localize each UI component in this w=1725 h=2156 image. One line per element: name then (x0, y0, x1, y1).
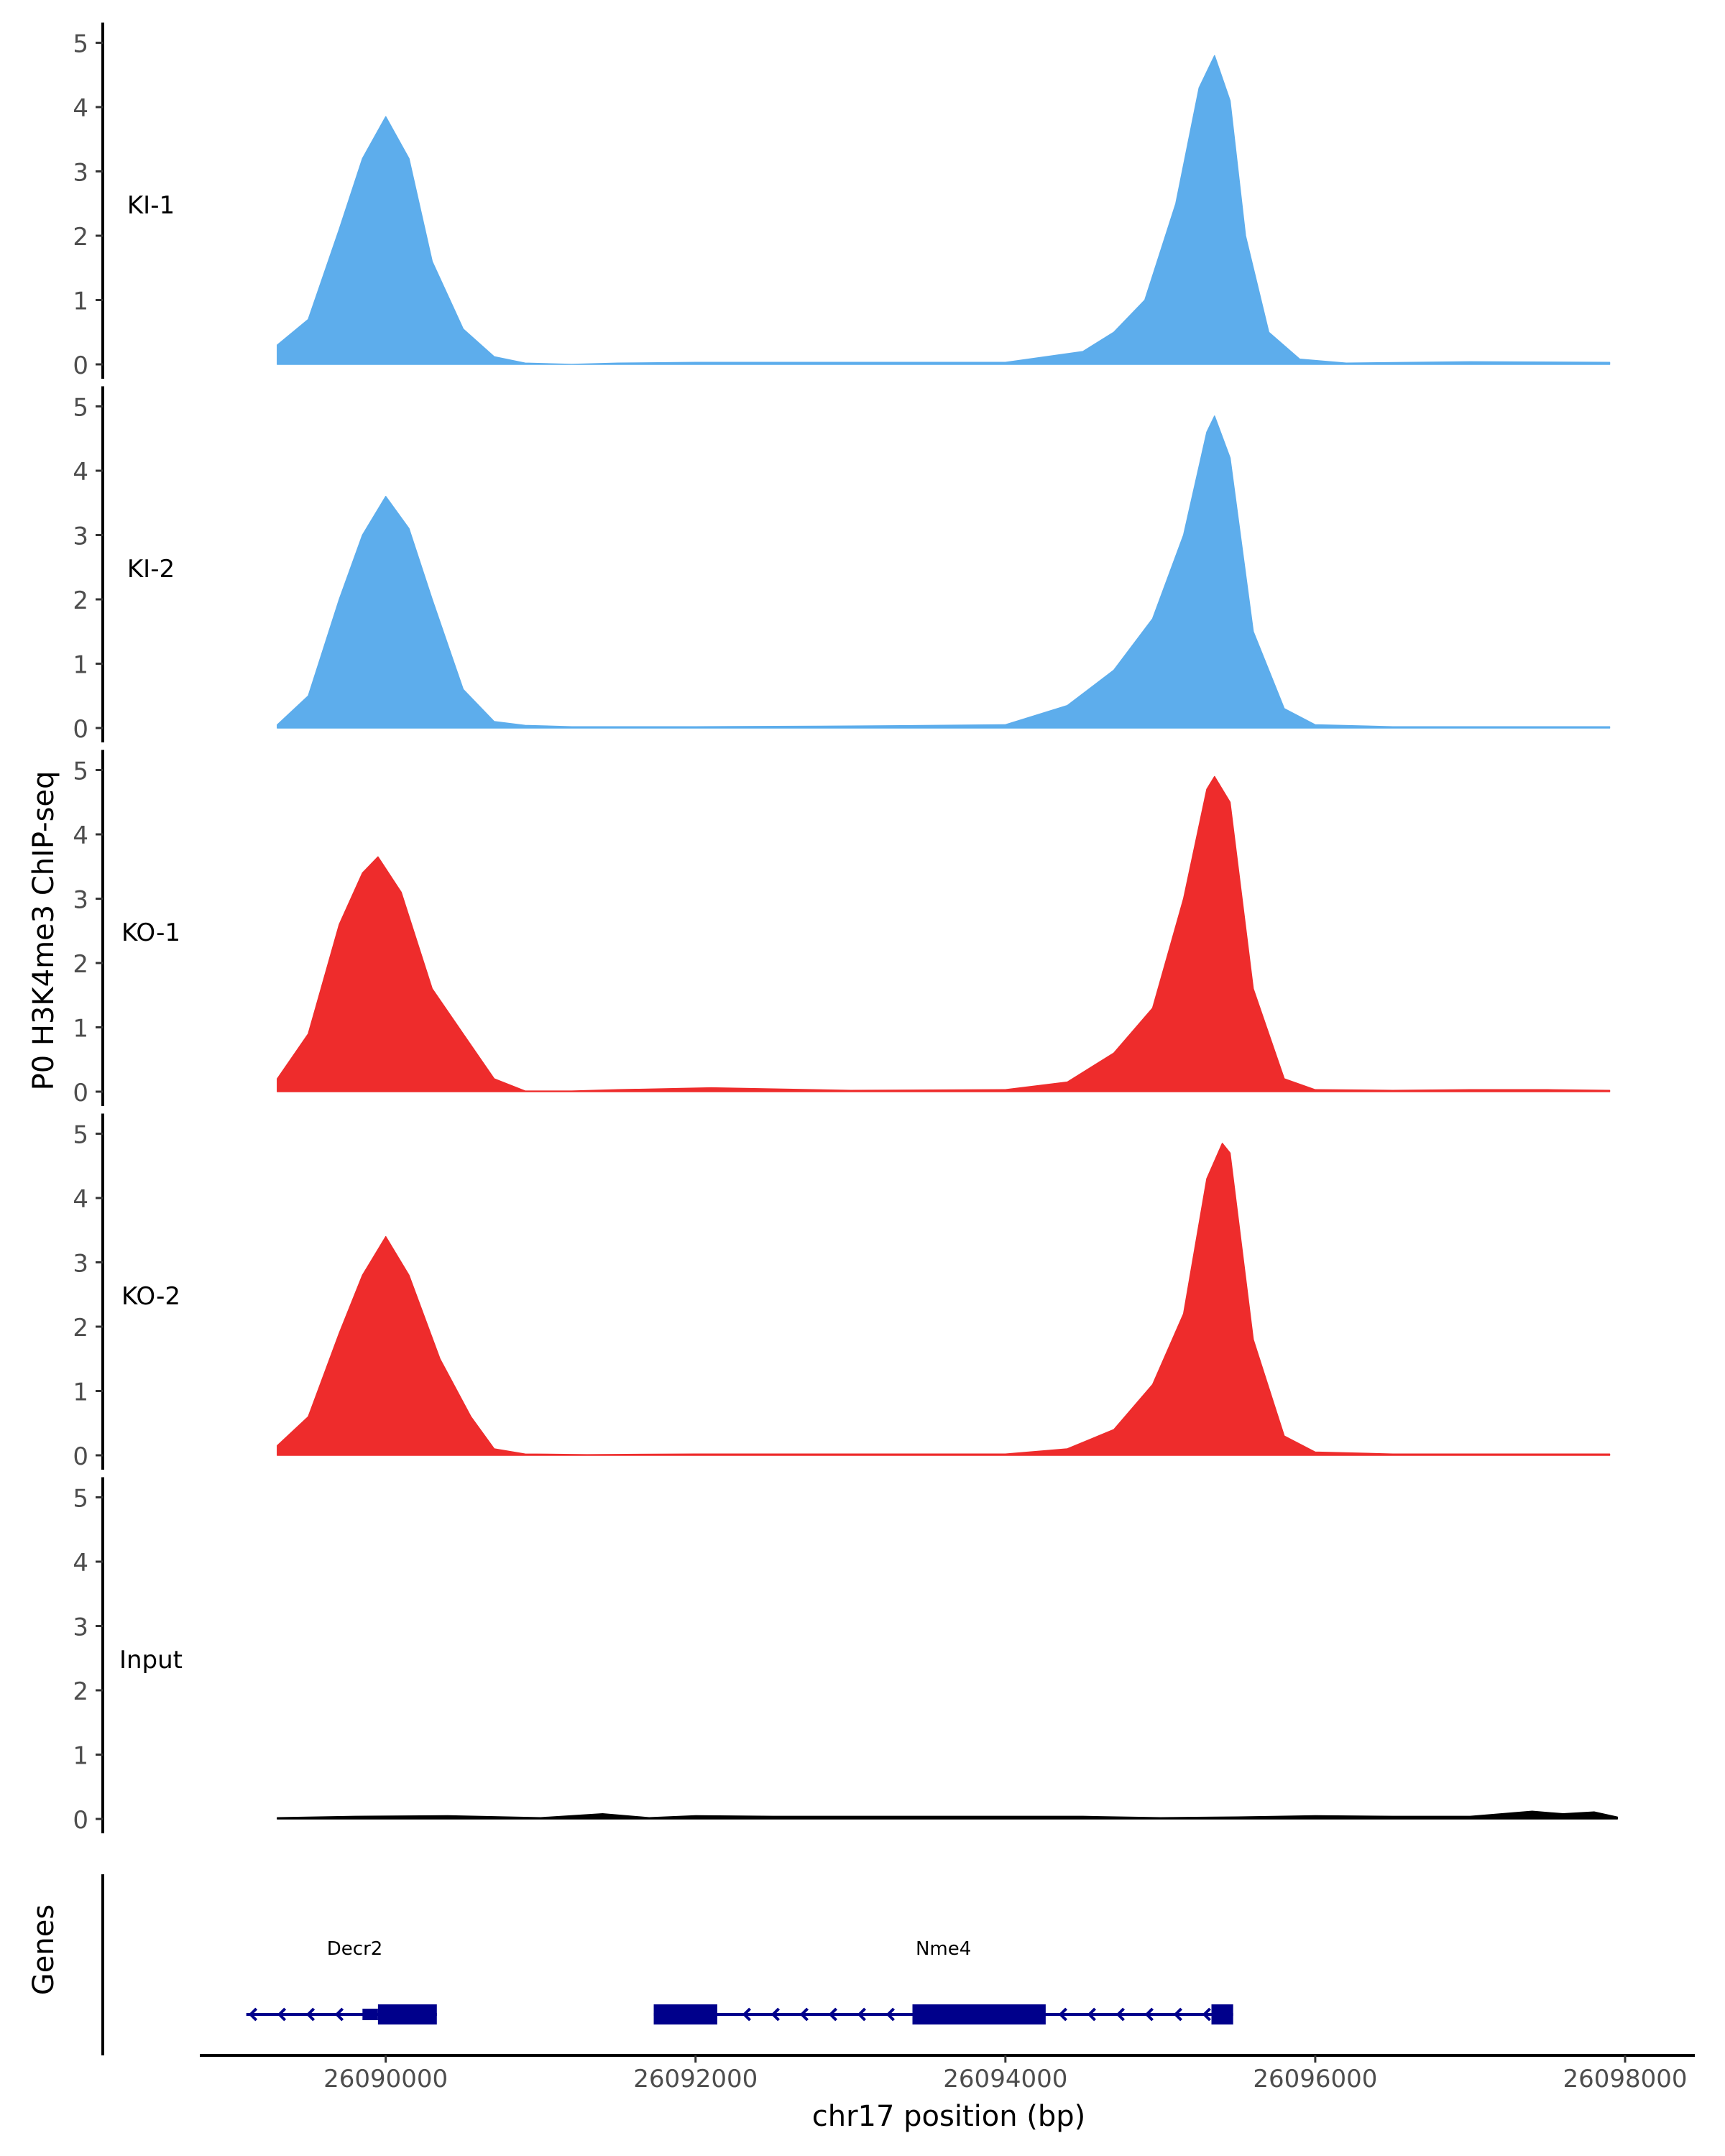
track-ko-2: 0 1 2 3 4 5 KO-2 (73, 1113, 1611, 1471)
y-tick-label: 2 (73, 950, 88, 979)
track-label: KO-2 (121, 1282, 180, 1311)
track-input: 0 1 2 3 4 5 Input (73, 1477, 1618, 1835)
y-tick-label: 4 (73, 1185, 88, 1214)
y-tick-label: 0 (73, 351, 88, 380)
y-tick-label: 0 (73, 715, 88, 744)
signal-area (277, 415, 1611, 729)
gene-name-label: Nme4 (916, 1938, 971, 1960)
track-label: KI-2 (127, 555, 175, 584)
gene-name-label: Decr2 (327, 1938, 383, 1960)
track-ki-1: 0 1 2 3 4 5 KI-1 (73, 22, 1611, 380)
y-tick-label: 2 (73, 223, 88, 252)
y-tick-label: 4 (73, 1549, 88, 1577)
strand-arrow (1173, 2007, 1182, 2022)
gene-decr2: Decr2 (246, 1938, 437, 2024)
tracks-layer: 0 1 2 3 4 5 KI-1 0 1 2 3 4 5 KI-2 0 1 2 3 4 5 KO-1 0 1 2 3 4 5 KO-2… (73, 22, 1618, 1835)
y-tick-label: 3 (73, 522, 88, 551)
x-axis-title: chr17 position (bp) (812, 2100, 1086, 2133)
strand-arrow (277, 2007, 287, 2022)
signal-area (277, 1810, 1618, 1820)
signal-area (277, 55, 1611, 365)
signal-area (277, 775, 1611, 1092)
strand-arrow (1202, 2007, 1211, 2022)
strand-arrow (305, 2007, 316, 2022)
gene-exon (377, 2004, 437, 2024)
genes-axis-title: Genes (27, 1904, 60, 1995)
gene-exon (653, 2004, 717, 2024)
track-label: KI-1 (127, 191, 175, 220)
strand-arrow (857, 2007, 866, 2022)
strand-arrow (799, 2007, 809, 2022)
x-axis: 26090000 26092000 26094000 26096000 26098000 (200, 2054, 1695, 2093)
track-label: KO-1 (121, 918, 180, 947)
strand-arrow (770, 2007, 780, 2022)
y-tick-label: 5 (73, 1121, 88, 1150)
y-tick-label: 1 (73, 287, 88, 316)
strand-arrow (1144, 2007, 1154, 2022)
x-tick-label: 26090000 (323, 2065, 448, 2093)
strand-arrow (248, 2007, 258, 2022)
y-tick-label: 0 (73, 1442, 88, 1471)
track-label: Input (119, 1646, 183, 1674)
y-tick-label: 5 (73, 394, 88, 423)
y-tick-label: 3 (73, 1613, 88, 1642)
x-tick-label: 26092000 (633, 2065, 758, 2093)
y-tick-label: 5 (73, 757, 88, 786)
strand-arrow (334, 2007, 344, 2022)
y-tick-label: 4 (73, 94, 88, 123)
track-ki-2: 0 1 2 3 4 5 KI-2 (73, 386, 1611, 744)
y-tick-label: 2 (73, 586, 88, 615)
strand-arrow (1087, 2007, 1096, 2022)
y-tick-label: 1 (73, 651, 88, 680)
y-tick-label: 5 (73, 30, 88, 59)
track-ko-1: 0 1 2 3 4 5 KO-1 (73, 750, 1611, 1107)
y-tick-label: 3 (73, 159, 88, 188)
signal-area (277, 1143, 1611, 1456)
y-axis-title: P0 H3K4me3 ChIP-seq (27, 771, 60, 1091)
y-tick-label: 3 (73, 1250, 88, 1279)
y-tick-label: 1 (73, 1015, 88, 1044)
y-tick-label: 1 (73, 1742, 88, 1771)
strand-arrow (828, 2007, 837, 2022)
strand-arrow (742, 2007, 751, 2022)
genes-layer: Decr2 Nme4 (101, 1874, 1233, 2055)
y-tick-label: 0 (73, 1079, 88, 1107)
strand-arrow (1116, 2007, 1125, 2022)
y-tick-label: 3 (73, 886, 88, 915)
y-tick-label: 1 (73, 1378, 88, 1407)
y-tick-label: 5 (73, 1485, 88, 1514)
y-tick-label: 2 (73, 1314, 88, 1342)
y-tick-label: 2 (73, 1677, 88, 1706)
gene-nme4: Nme4 (653, 1938, 1233, 2024)
y-tick-label: 4 (73, 458, 88, 487)
gene-exon (912, 2004, 1046, 2024)
x-tick-label: 26098000 (1563, 2065, 1687, 2093)
gene-utr (362, 2009, 378, 2020)
y-tick-label: 4 (73, 821, 88, 850)
x-tick-label: 26096000 (1253, 2065, 1377, 2093)
y-tick-label: 0 (73, 1806, 88, 1835)
gene-exon (1211, 2004, 1233, 2024)
x-tick-label: 26094000 (943, 2065, 1067, 2093)
strand-arrow (1058, 2007, 1067, 2022)
strand-arrow (886, 2007, 895, 2022)
